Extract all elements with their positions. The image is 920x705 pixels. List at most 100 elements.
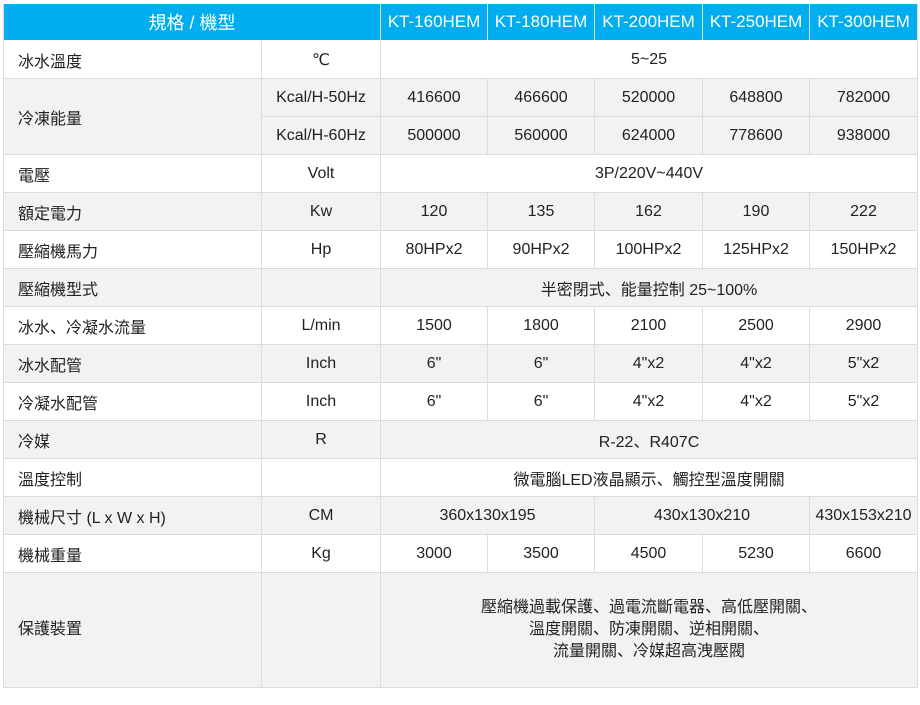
protection-line: 溫度開關、防凍開關、逆相開關、: [529, 621, 770, 638]
row-temp-control: 溫度控制 微電腦LED液晶顯示、觸控型溫度開關: [3, 458, 919, 497]
row-label: 冷凍能量: [3, 78, 262, 155]
value: 520000: [594, 78, 704, 117]
row-label: 冷媒: [3, 420, 262, 459]
model-header: KT-160HEM: [380, 3, 489, 41]
value: 125HPx2: [702, 230, 811, 269]
value: 3000: [380, 534, 489, 573]
row-label: 額定電力: [3, 192, 262, 231]
value: 648800: [702, 78, 811, 117]
row-compressor-type: 壓縮機型式 半密閉式、能量控制 25~100%: [3, 268, 919, 307]
row-size: 機械尺寸 (L x W x H) CM 360x130x195 430x130x…: [3, 496, 919, 535]
row-protection: 保護裝置 壓縮機過載保護、過電流斷電器、高低壓開關、 溫度開關、防凍開關、逆相開…: [3, 572, 919, 688]
unit: Inch: [260, 382, 382, 421]
row-label: 機械重量: [3, 534, 262, 573]
model-header: KT-300HEM: [809, 3, 919, 41]
row-label: 冷凝水配管: [3, 382, 262, 421]
row-chilled-pipe: 冰水配管 Inch 6" 6" 4"x2 4"x2 5"x2: [3, 344, 919, 383]
row-label: 冰水、冷凝水流量: [3, 306, 262, 345]
unit: Kg: [260, 534, 382, 573]
unit: ℃: [260, 40, 382, 79]
value: 5"x2: [809, 382, 919, 421]
value: 360x130x195: [380, 496, 596, 535]
unit: Kcal/H-50Hz: [260, 78, 382, 117]
value: 466600: [487, 78, 596, 117]
unit: [260, 572, 382, 688]
value: 4"x2: [702, 344, 811, 383]
value: 6": [380, 344, 489, 383]
header-title: 規格 / 機型: [2, 3, 382, 41]
unit: Hp: [260, 230, 382, 269]
value: R-22、R407C: [380, 420, 919, 459]
value: 430x153x210: [809, 496, 919, 535]
unit: Kcal/H-60Hz: [260, 116, 382, 155]
row-label: 壓縮機馬力: [3, 230, 262, 269]
value: 3500: [487, 534, 596, 573]
unit: R: [260, 420, 382, 459]
spec-table: 規格 / 機型 KT-160HEM KT-180HEM KT-200HEM KT…: [2, 3, 919, 688]
value: 半密閉式、能量控制 25~100%: [380, 268, 919, 307]
value: 938000: [809, 116, 919, 155]
value: 416600: [380, 78, 489, 117]
row-label: 電壓: [3, 154, 262, 193]
value: 2100: [594, 306, 704, 345]
row-chilled-temp: 冰水溫度 ℃ 5~25: [3, 40, 919, 79]
value: 120: [380, 192, 489, 231]
value: 782000: [809, 78, 919, 117]
value: 壓縮機過載保護、過電流斷電器、高低壓開關、 溫度開關、防凍開關、逆相開關、 流量…: [380, 572, 919, 688]
row-label: 機械尺寸 (L x W x H): [3, 496, 262, 535]
row-power: 額定電力 Kw 120 135 162 190 222: [3, 192, 919, 231]
value: 4500: [594, 534, 704, 573]
row-capacity-50: 冷凍能量 Kcal/H-50Hz 416600 466600 520000 64…: [3, 78, 919, 155]
model-header: KT-200HEM: [594, 3, 704, 41]
value: 150HPx2: [809, 230, 919, 269]
value: 560000: [487, 116, 596, 155]
value: 135: [487, 192, 596, 231]
row-weight: 機械重量 Kg 3000 3500 4500 5230 6600: [3, 534, 919, 573]
value: 80HPx2: [380, 230, 489, 269]
unit: L/min: [260, 306, 382, 345]
value: 500000: [380, 116, 489, 155]
value: 430x130x210: [594, 496, 811, 535]
model-header: KT-180HEM: [487, 3, 596, 41]
value: 2900: [809, 306, 919, 345]
row-label: 壓縮機型式: [3, 268, 262, 307]
protection-line: 壓縮機過載保護、過電流斷電器、高低壓開關、: [481, 599, 818, 616]
unit: CM: [260, 496, 382, 535]
value: 624000: [594, 116, 704, 155]
value: 2500: [702, 306, 811, 345]
unit: Inch: [260, 344, 382, 383]
unit: [260, 458, 382, 497]
header-row: 規格 / 機型 KT-160HEM KT-180HEM KT-200HEM KT…: [2, 3, 919, 41]
model-header: KT-250HEM: [702, 3, 811, 41]
row-label: 保護裝置: [3, 572, 262, 688]
value: 778600: [702, 116, 811, 155]
unit: Volt: [260, 154, 382, 193]
row-flow: 冰水、冷凝水流量 L/min 1500 1800 2100 2500 2900: [3, 306, 919, 345]
value: 190: [702, 192, 811, 231]
row-label: 溫度控制: [3, 458, 262, 497]
row-label: 冰水溫度: [3, 40, 262, 79]
value: 222: [809, 192, 919, 231]
value: 微電腦LED液晶顯示、觸控型溫度開關: [380, 458, 919, 497]
value: 4"x2: [594, 344, 704, 383]
row-voltage: 電壓 Volt 3P/220V~440V: [3, 154, 919, 193]
value: 5~25: [380, 40, 919, 79]
value: 6600: [809, 534, 919, 573]
value: 1800: [487, 306, 596, 345]
value: 4"x2: [594, 382, 704, 421]
value: 100HPx2: [594, 230, 704, 269]
row-hp: 壓縮機馬力 Hp 80HPx2 90HPx2 100HPx2 125HPx2 1…: [3, 230, 919, 269]
value: 1500: [380, 306, 489, 345]
value: 3P/220V~440V: [380, 154, 919, 193]
unit: Kw: [260, 192, 382, 231]
value: 90HPx2: [487, 230, 596, 269]
value: 4"x2: [702, 382, 811, 421]
row-cond-pipe: 冷凝水配管 Inch 6" 6" 4"x2 4"x2 5"x2: [3, 382, 919, 421]
value: 5230: [702, 534, 811, 573]
row-capacity-60: Kcal/H-60Hz 500000 560000 624000 778600 …: [4, 116, 919, 155]
row-refrigerant: 冷媒 R R-22、R407C: [3, 420, 919, 459]
value: 6": [487, 382, 596, 421]
value: 5"x2: [809, 344, 919, 383]
protection-line: 流量開關、冷媒超高洩壓閥: [553, 643, 746, 660]
value: 162: [594, 192, 704, 231]
